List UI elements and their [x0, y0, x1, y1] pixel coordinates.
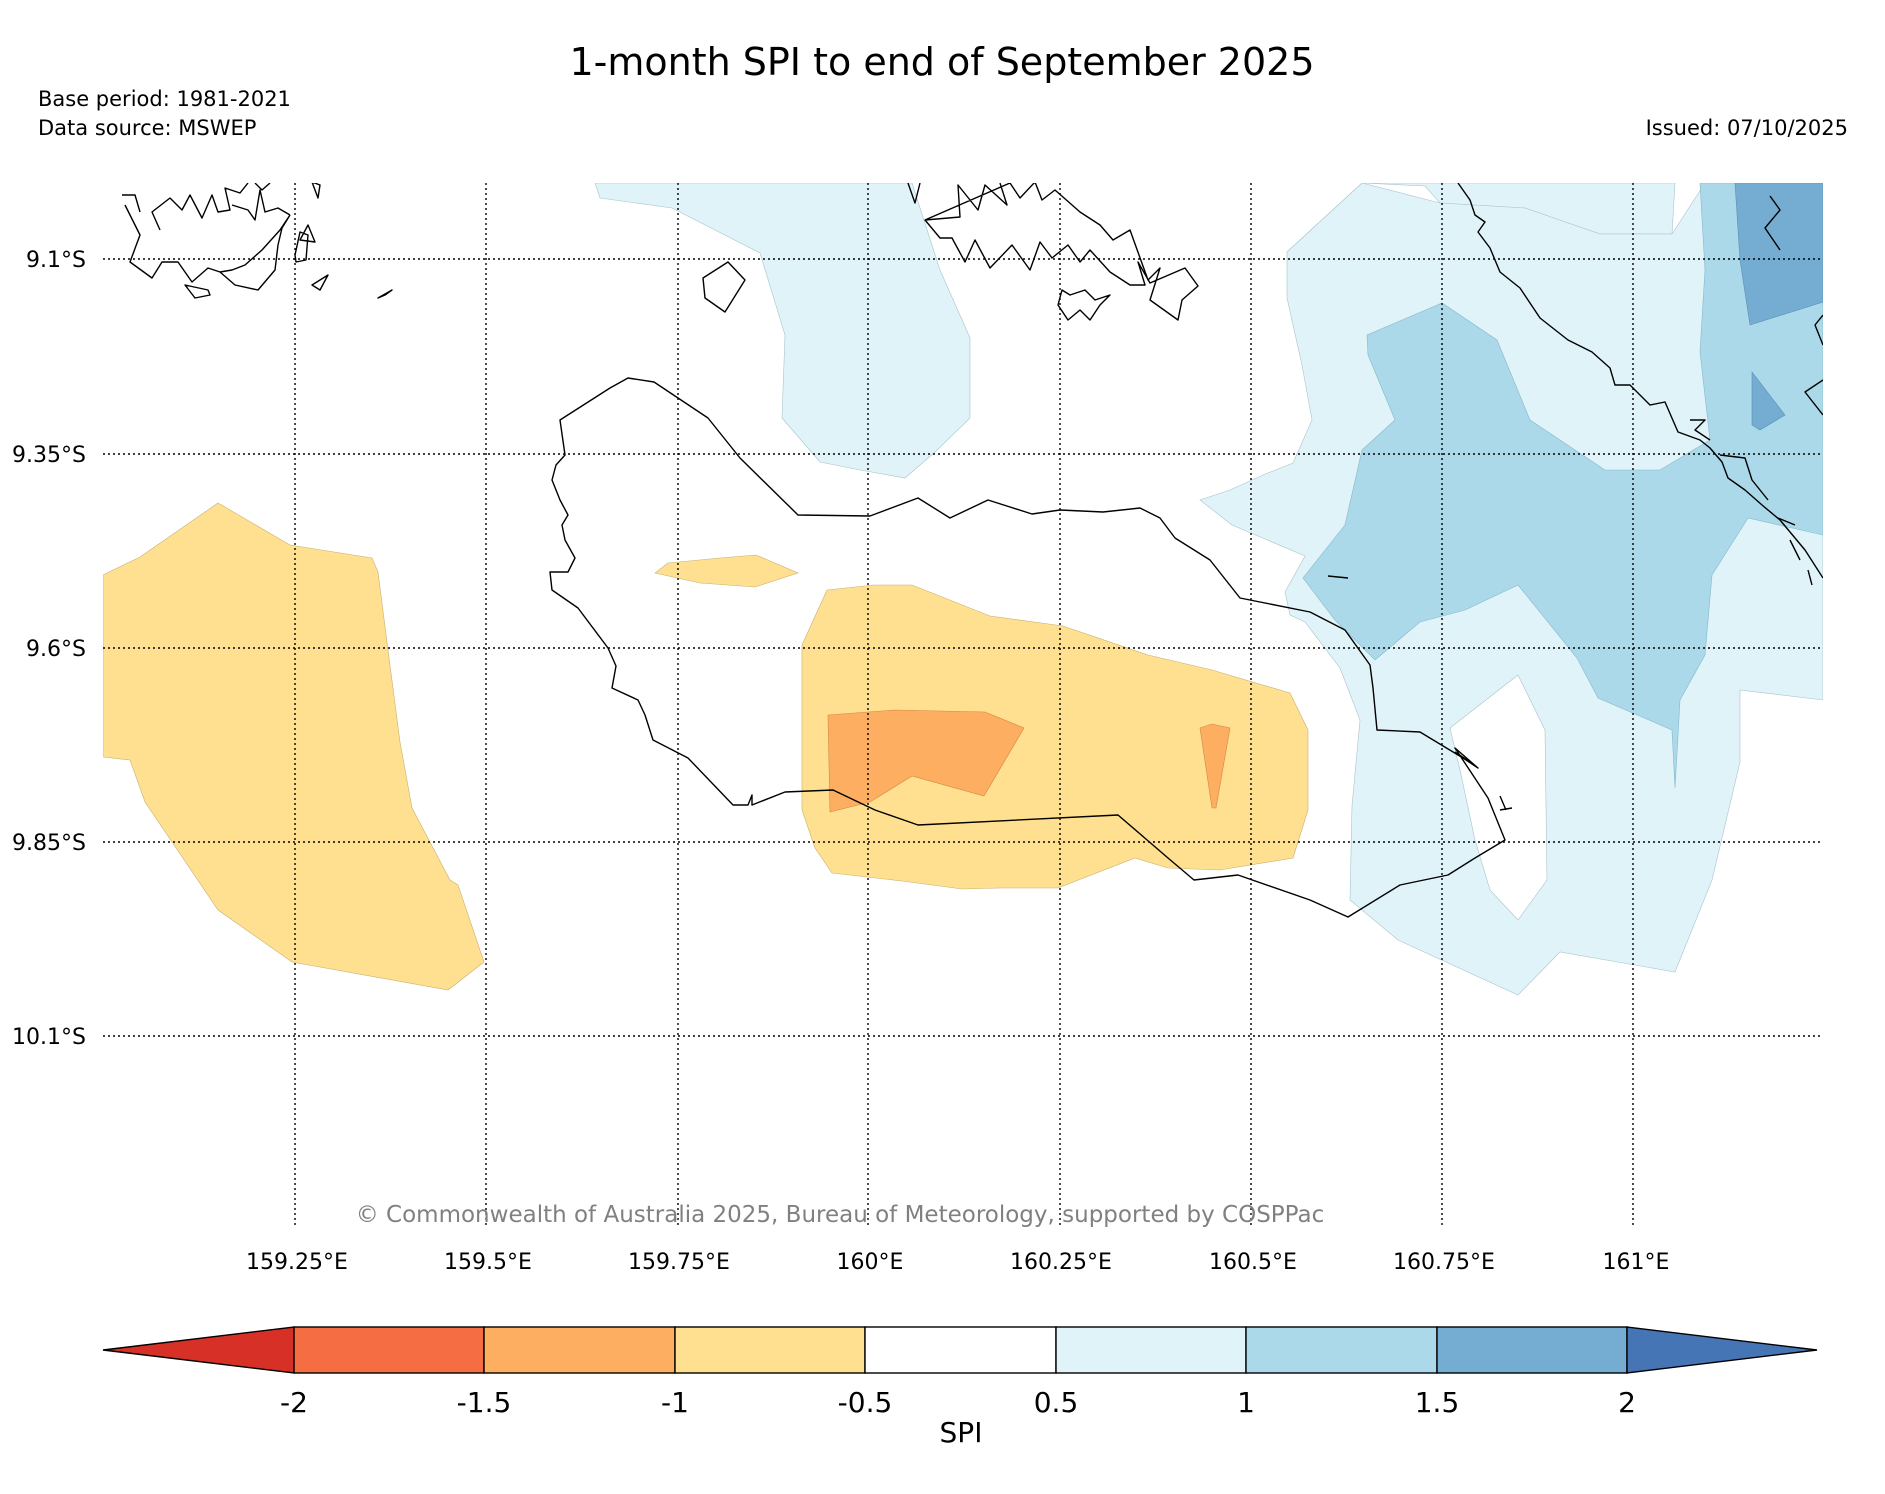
colorbar-bin	[674, 1326, 866, 1374]
lon-label: 160.75°E	[1393, 1250, 1495, 1275]
colorbar-extend-high	[1626, 1326, 1818, 1374]
map-area: 9.1°S 9.35°S 9.6°S 9.85°S 10.1°S 159.25°…	[12, 183, 1823, 1275]
spi-normal-pocket	[1449, 674, 1548, 921]
copyright-text: © Commonwealth of Australia 2025, Bureau…	[356, 1202, 1325, 1228]
lat-label: 9.1°S	[26, 248, 86, 273]
colorbar-label: SPI	[940, 1416, 983, 1449]
gridlines	[103, 183, 1823, 1228]
colorbar-tick: 0.5	[1034, 1386, 1079, 1419]
longitude-labels: 159.25°E 159.5°E 159.75°E 160°E 160.25°E…	[246, 1250, 1669, 1275]
colorbar-bin	[293, 1326, 485, 1374]
colorbar-tick: -1.5	[457, 1386, 512, 1419]
lon-label: 159.5°E	[444, 1250, 532, 1275]
lon-label: 160.25°E	[1010, 1250, 1112, 1275]
florida-islands-outline	[907, 183, 1199, 321]
spi-wet-regions	[594, 183, 1823, 996]
lon-label: 160°E	[837, 1250, 904, 1275]
colorbar-tick: -1	[661, 1386, 689, 1419]
map-title: 1-month SPI to end of September 2025	[569, 40, 1314, 84]
data-source-text: Data source: MSWEP	[38, 116, 256, 140]
small-reef-marks	[1327, 575, 1513, 811]
lat-label: 9.6°S	[26, 637, 86, 662]
russell-islands-outline	[122, 183, 393, 299]
colorbar-bin	[1245, 1326, 1438, 1374]
colorbar-bin	[1055, 1326, 1247, 1374]
savo-island-outline	[702, 261, 746, 313]
guadalcanal-island-outline	[549, 377, 1506, 918]
colorbar-extend-low	[102, 1326, 295, 1374]
colorbar-bin	[1436, 1326, 1628, 1374]
spi-drier-regions	[827, 709, 1231, 813]
lat-label: 9.35°S	[12, 443, 86, 468]
lon-label: 159.25°E	[246, 1250, 348, 1275]
colorbar	[102, 1326, 1818, 1374]
base-period-text: Base period: 1981-2021	[38, 87, 291, 111]
malaita-coast-outline	[1457, 183, 1823, 586]
colorbar-tick: 2	[1618, 1386, 1636, 1419]
colorbar-bin	[483, 1326, 676, 1374]
latitude-labels: 9.1°S 9.35°S 9.6°S 9.85°S 10.1°S	[12, 248, 86, 1050]
spi-wetter-regions	[1302, 183, 1823, 789]
colorbar-tick: 1	[1237, 1386, 1255, 1419]
coastlines	[122, 183, 1823, 918]
issued-text: Issued: 07/10/2025	[1646, 116, 1848, 140]
colorbar-tick: -0.5	[838, 1386, 893, 1419]
colorbar-tick: -2	[280, 1386, 308, 1419]
colorbar-bin	[864, 1326, 1057, 1374]
lon-label: 159.75°E	[628, 1250, 730, 1275]
spi-dry-regions	[103, 502, 1309, 991]
colorbar-ticks: -2 -1.5 -1 -0.5 0.5 1 1.5 2	[280, 1386, 1636, 1419]
lat-label: 10.1°S	[12, 1025, 86, 1050]
lon-label: 161°E	[1603, 1250, 1670, 1275]
spi-very-wet-regions	[1734, 183, 1823, 431]
lon-label: 160.5°E	[1209, 1250, 1297, 1275]
colorbar-tick: 1.5	[1415, 1386, 1460, 1419]
lat-label: 9.85°S	[12, 831, 86, 856]
